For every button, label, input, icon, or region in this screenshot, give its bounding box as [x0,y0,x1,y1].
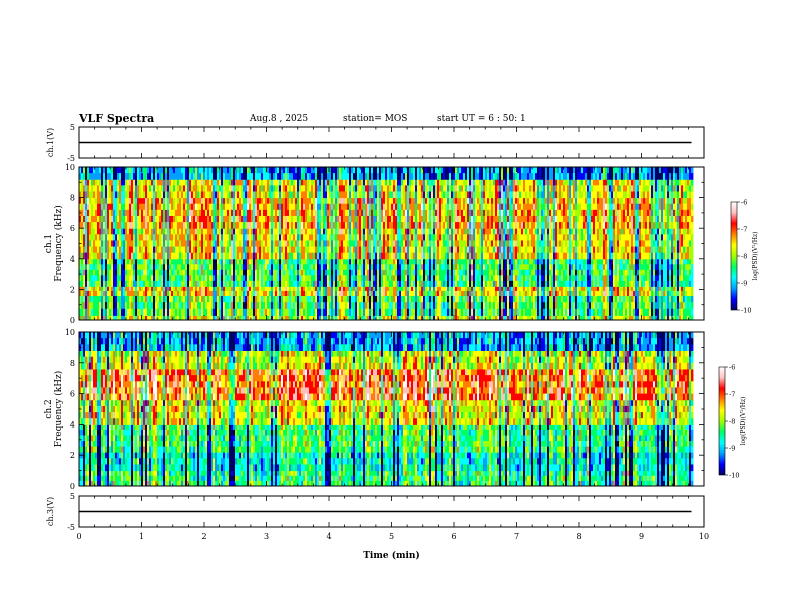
x-tick-label: 5 [389,532,394,541]
colorbar-tick-label: -10 [741,307,751,315]
x-tick-label: 4 [326,532,331,541]
x-axis-label: Time (min) [363,550,420,561]
colorbar-tick-label: -10 [729,472,739,480]
y-axis-label: ch.2 [44,399,54,418]
colorbar-tick-label: -8 [729,418,735,426]
y-tick-label: -5 [67,154,75,163]
x-tick-label: 7 [514,532,519,541]
colorbar-tick-label: -7 [729,391,735,399]
y-tick-label: 0 [70,482,75,491]
x-tick-label: 8 [576,532,581,541]
y-tick-label: 5 [70,123,75,132]
y-tick-label: -5 [67,523,75,532]
y-tick-label: 6 [70,224,75,233]
x-tick-label: 2 [201,532,206,541]
colorbar-tick-label: -9 [729,445,735,453]
y-tick-label: 4 [70,420,75,429]
spectrogram-image [79,332,694,487]
x-tick-label: 1 [139,532,144,541]
y-axis-label: Frequency (kHz) [53,205,64,282]
y-tick-label: 2 [70,285,75,294]
colorbar-tick-label: -6 [729,364,735,372]
colorbar-label: log(PSD)(V²/Hz) [752,232,759,281]
x-tick-label: 6 [451,532,456,541]
x-tick-label: 9 [639,532,644,541]
y-axis-label: ch.1 [44,234,54,253]
y-tick-label: 0 [70,316,75,325]
colorbar-scale [718,366,726,476]
colorbar-tick-label: -7 [741,226,747,234]
y-tick-label: 10 [65,163,75,172]
x-tick-label: 0 [76,532,81,541]
y-tick-label: 10 [65,328,75,337]
station-label: station= MOS [343,114,408,124]
colorbar-tick-label: -6 [741,199,747,207]
y-tick-label: 2 [70,451,75,460]
y-tick-label: 5 [70,492,75,501]
y-tick-label: 6 [70,390,75,399]
date-label: Aug.8 , 2025 [250,114,309,124]
colorbar-2: -6 -7 -8 -9 -10 log(PSD)(V²/Hz) [718,364,747,480]
spectrogram-image [79,167,694,321]
panel-2: 0 2 4 6 8 10 ch.1 Frequency (kHz) [44,163,705,325]
y-tick-label: 8 [70,194,75,203]
panel-1: 5 -5 ch.1(V) [46,123,705,163]
y-axis-label: Frequency (kHz) [53,371,64,448]
start-time-label: start UT = 6 : 50: 1 [437,114,526,124]
x-tick-label: 10 [699,532,709,541]
y-tick-label: 8 [70,359,75,368]
panel-3: 0 2 4 6 8 10 ch.2 Frequency (kHz) [44,328,705,491]
colorbar-1: -6 -7 -8 -9 -10 log(PSD)(V²/Hz) [730,199,759,315]
y-axis-label: ch.1(V) [46,128,55,157]
figure-title: VLF Spectra [79,112,155,125]
y-axis-label: ch.3(V) [46,497,55,526]
x-tick-label: 3 [264,532,269,541]
colorbar-tick-label: -9 [741,280,747,288]
y-tick-label: 4 [70,255,75,264]
colorbar-label: log(PSD)(V²/Hz) [740,397,747,446]
colorbar-scale [730,201,738,311]
colorbar-tick-label: -8 [741,253,747,261]
panel-4: 5 -5 ch.3(V) 0 1 2 3 4 5 6 7 8 9 10 Time (min) [46,492,709,561]
